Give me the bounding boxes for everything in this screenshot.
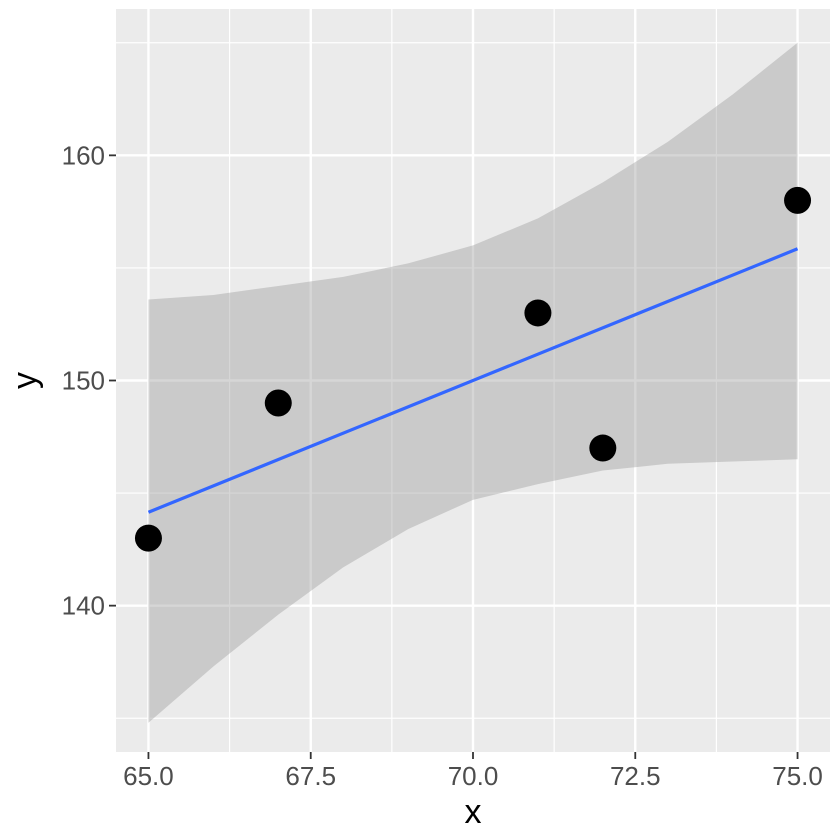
x-tick-label: 67.5 bbox=[285, 761, 336, 791]
x-tick-label: 72.5 bbox=[610, 761, 661, 791]
x-tick-label: 65.0 bbox=[123, 761, 174, 791]
data-point bbox=[524, 299, 552, 327]
regression-line bbox=[147, 247, 799, 514]
y-tick-label: 160 bbox=[62, 140, 105, 170]
y-tick-label: 150 bbox=[62, 366, 105, 396]
x-tick-label: 70.0 bbox=[448, 761, 499, 791]
y-axis-title: y bbox=[6, 372, 44, 389]
x-axis-title: x bbox=[465, 793, 482, 831]
data-point bbox=[134, 524, 162, 552]
data-points bbox=[134, 186, 812, 552]
y-axis: 140 150 160 bbox=[62, 140, 116, 621]
data-point bbox=[784, 186, 812, 214]
x-tick-label: 75.0 bbox=[772, 761, 823, 791]
data-point bbox=[264, 389, 292, 417]
x-axis: 65.0 67.5 70.0 72.5 75.0 bbox=[123, 752, 823, 791]
y-tick-label: 140 bbox=[62, 591, 105, 621]
data-point bbox=[589, 434, 617, 462]
confidence-band bbox=[148, 42, 798, 723]
